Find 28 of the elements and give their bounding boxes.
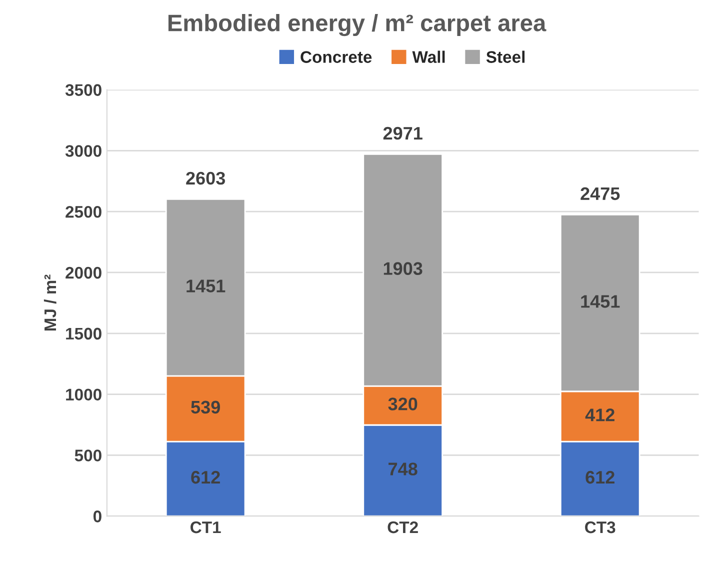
data-label: 1451 [186,280,226,292]
data-label: 612 [191,470,220,484]
y-tick-label: 500 [74,450,102,462]
x-tick-label: CT1 [190,521,221,534]
x-tick-label: CT3 [585,521,616,534]
y-tick-label: 2000 [66,266,102,279]
y-tick-label: 3000 [65,145,102,157]
y-axis-title: MJ / m² [44,274,56,331]
legend-label: Steel [486,50,525,63]
total-label: 2603 [186,172,226,185]
total-label: 2971 [383,126,422,140]
y-tick-label: 1000 [66,388,102,401]
chart-title: Embodied energy / m² carpet area [168,14,546,36]
data-label: 412 [585,408,614,422]
y-tick-label: 1500 [66,328,102,340]
data-label: 320 [388,398,418,410]
total-label: 2475 [580,187,620,200]
legend-label: Concrete [300,51,372,63]
y-tick-label: 0 [93,510,102,522]
data-label: 612 [586,470,614,484]
data-label: 1903 [384,262,422,275]
x-tick-label: CT2 [388,521,418,534]
y-tick-label: 3500 [65,84,102,96]
legend-label: Wall [412,50,445,63]
y-tick-label: 2500 [66,206,102,218]
data-label: 748 [388,462,418,476]
data-label: 539 [191,400,220,414]
data-label: 1451 [581,295,620,308]
